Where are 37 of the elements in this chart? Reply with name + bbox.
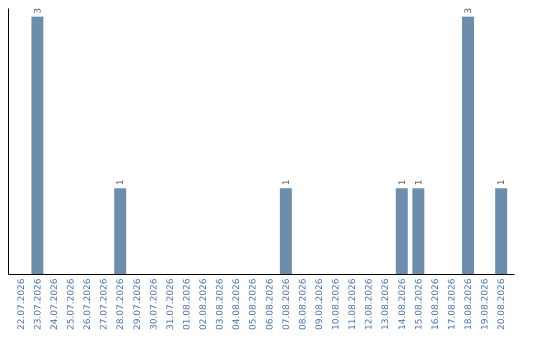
data-label: 1	[414, 179, 424, 186]
x-tick-label: 11.08.2026	[348, 278, 358, 330]
x-tick-label: 24.07.2026	[50, 278, 60, 330]
x-tick-label: 26.07.2026	[83, 278, 94, 330]
x-tick-label: 04.08.2026	[232, 278, 242, 330]
x-tick-label: 19.08.2026	[480, 278, 491, 330]
x-tick-label: 03.08.2026	[216, 278, 226, 330]
x-tick-label: 12.08.2026	[364, 278, 375, 330]
data-label: 1	[282, 179, 292, 186]
x-tick-label: 07.08.2026	[282, 278, 292, 330]
x-tick-label: 10.08.2026	[332, 278, 342, 330]
x-tick-label: 01.08.2026	[182, 278, 192, 330]
data-label: 1	[398, 179, 408, 186]
x-tick-label: 23.07.2026	[33, 278, 44, 330]
x-tick-label: 29.07.2026	[132, 278, 143, 330]
x-tick-label: 27.07.2026	[100, 278, 110, 330]
x-tick-label: 05.08.2026	[248, 278, 259, 330]
x-tick-label: 16.08.2026	[430, 278, 441, 330]
x-tick-label: 22.07.2026	[16, 278, 27, 330]
x-tick-label: 18.08.2026	[464, 278, 474, 330]
x-tick-label: 13.08.2026	[381, 278, 392, 330]
x-tick-label: 08.08.2026	[298, 278, 308, 330]
x-tick-label: 25.07.2026	[66, 278, 77, 330]
x-tick-label: 06.08.2026	[265, 278, 276, 330]
x-tick-label: 28.07.2026	[116, 278, 126, 330]
x-tick-label: 30.07.2026	[149, 278, 160, 330]
x-tick-label: 17.08.2026	[447, 278, 458, 330]
x-tick-label: 15.08.2026	[414, 278, 424, 330]
data-label: 1	[116, 179, 126, 186]
x-tick-label: 09.08.2026	[314, 278, 325, 330]
x-tick-label: 14.08.2026	[398, 278, 408, 330]
data-label: 3	[33, 8, 44, 14]
data-label: 1	[497, 179, 508, 186]
x-tick-label: 02.08.2026	[199, 278, 210, 330]
x-tick-label: 20.08.2026	[497, 278, 508, 330]
x-tick-label: 31.07.2026	[166, 278, 176, 330]
data-label: 3	[464, 8, 474, 14]
